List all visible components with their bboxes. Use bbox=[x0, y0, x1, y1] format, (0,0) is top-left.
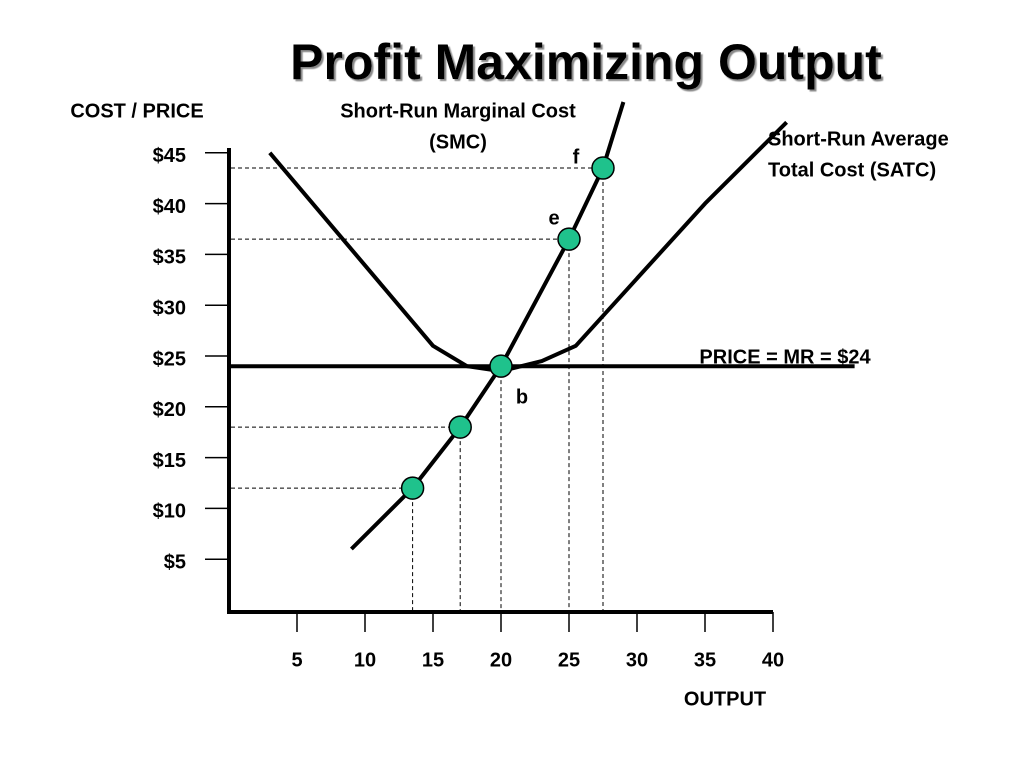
x-tick-label: 30 bbox=[626, 649, 648, 671]
y-tick-label: $20 bbox=[153, 399, 186, 421]
series-label: (SMC) bbox=[429, 131, 487, 153]
point bbox=[557, 227, 581, 251]
y-tick-label: $10 bbox=[153, 501, 186, 523]
point bbox=[591, 156, 615, 180]
x-tick-label: 40 bbox=[762, 649, 784, 671]
point-label: b bbox=[516, 386, 528, 408]
y-tick-label: $45 bbox=[153, 145, 186, 167]
y-tick-label: $30 bbox=[153, 297, 186, 319]
series-label: PRICE = MR = $24 bbox=[699, 346, 871, 368]
x-tick-label: 25 bbox=[558, 649, 580, 671]
x-tick-label: 20 bbox=[490, 649, 512, 671]
point bbox=[489, 354, 513, 378]
y-axis-label: COST / PRICE bbox=[70, 100, 203, 122]
y-tick-label: $35 bbox=[153, 247, 186, 269]
series-label: Total Cost (SATC) bbox=[768, 159, 936, 181]
y-tick-label: $25 bbox=[153, 348, 186, 370]
x-tick-label: 5 bbox=[291, 649, 302, 671]
series-line bbox=[268, 120, 789, 374]
point bbox=[400, 476, 425, 500]
x-axis-label: OUTPUT bbox=[684, 688, 766, 710]
series-line bbox=[349, 101, 626, 551]
chart-title: Profit Maximizing Output bbox=[290, 34, 882, 90]
y-tick-label: $15 bbox=[153, 450, 186, 472]
x-tick-label: 35 bbox=[694, 649, 716, 671]
series-label: Short-Run Average bbox=[768, 128, 949, 150]
point-label: e bbox=[548, 207, 559, 229]
series-label: Short-Run Marginal Cost bbox=[340, 100, 576, 122]
y-tick-label: $40 bbox=[153, 196, 186, 218]
point-label: f bbox=[573, 146, 580, 168]
point bbox=[448, 415, 472, 439]
x-tick-label: 15 bbox=[422, 649, 444, 671]
x-tick-label: 10 bbox=[354, 649, 376, 671]
y-tick-label: $5 bbox=[164, 551, 186, 573]
